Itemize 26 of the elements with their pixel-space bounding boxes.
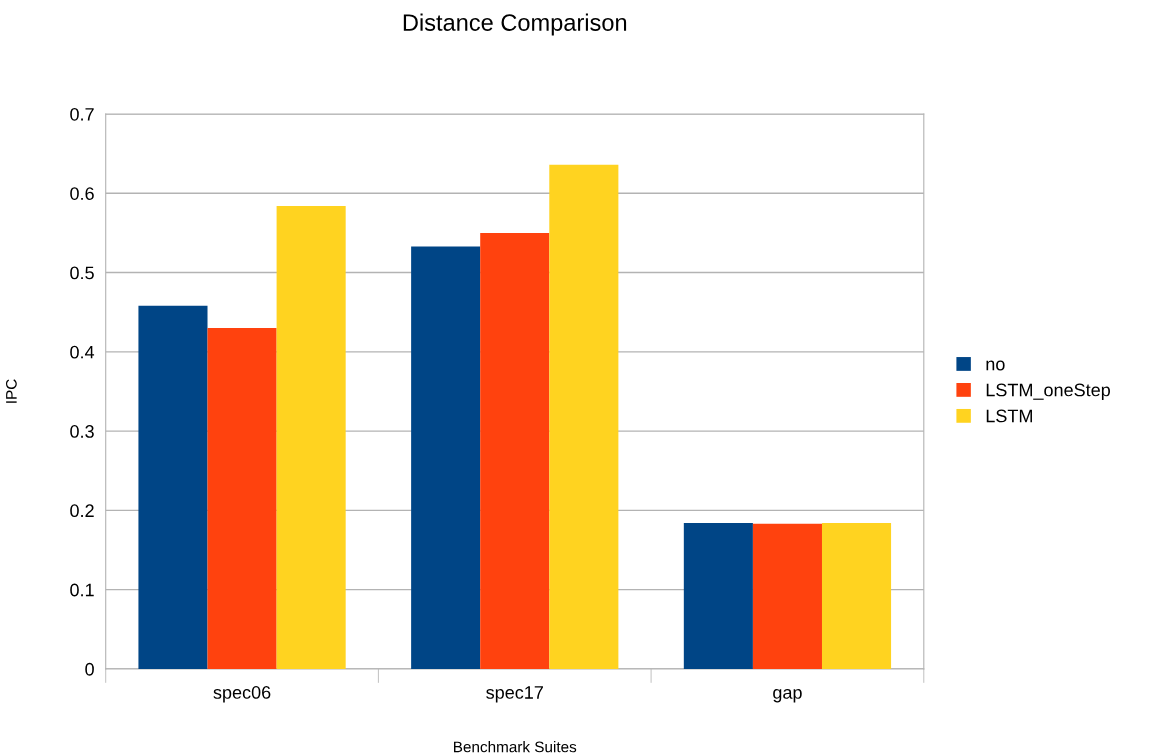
y-tick-label: 0.1	[70, 583, 94, 597]
bar	[821, 523, 892, 669]
bar	[411, 246, 481, 669]
x-tick-label: spec17	[486, 686, 543, 703]
bar	[276, 205, 346, 669]
y-tick-label: 0	[85, 662, 94, 676]
bar	[683, 523, 753, 669]
bar	[138, 305, 208, 669]
x-tick-label: gap	[773, 688, 802, 703]
bar	[207, 328, 277, 669]
y-tick-label: 0.4	[70, 345, 95, 359]
chart-title: Distance Comparison	[403, 13, 627, 36]
legend-label: no	[986, 360, 1005, 371]
bar	[752, 523, 822, 669]
y-tick-label: 0.7	[70, 107, 94, 121]
y-axis-title: IPC	[5, 379, 17, 403]
y-tick-label: 0.3	[70, 425, 94, 438]
x-tick-label: spec06	[213, 686, 271, 703]
y-tick-label: 0.6	[70, 187, 94, 200]
legend-label: LSTM	[986, 409, 1032, 423]
bar	[549, 164, 619, 669]
legend-label: LSTM_oneStep	[986, 383, 1110, 400]
x-axis-title: Benchmark Suites	[454, 741, 577, 753]
y-tick-label: 0.5	[70, 266, 94, 280]
bar	[480, 232, 550, 669]
y-tick-label: 0.2	[70, 504, 94, 518]
